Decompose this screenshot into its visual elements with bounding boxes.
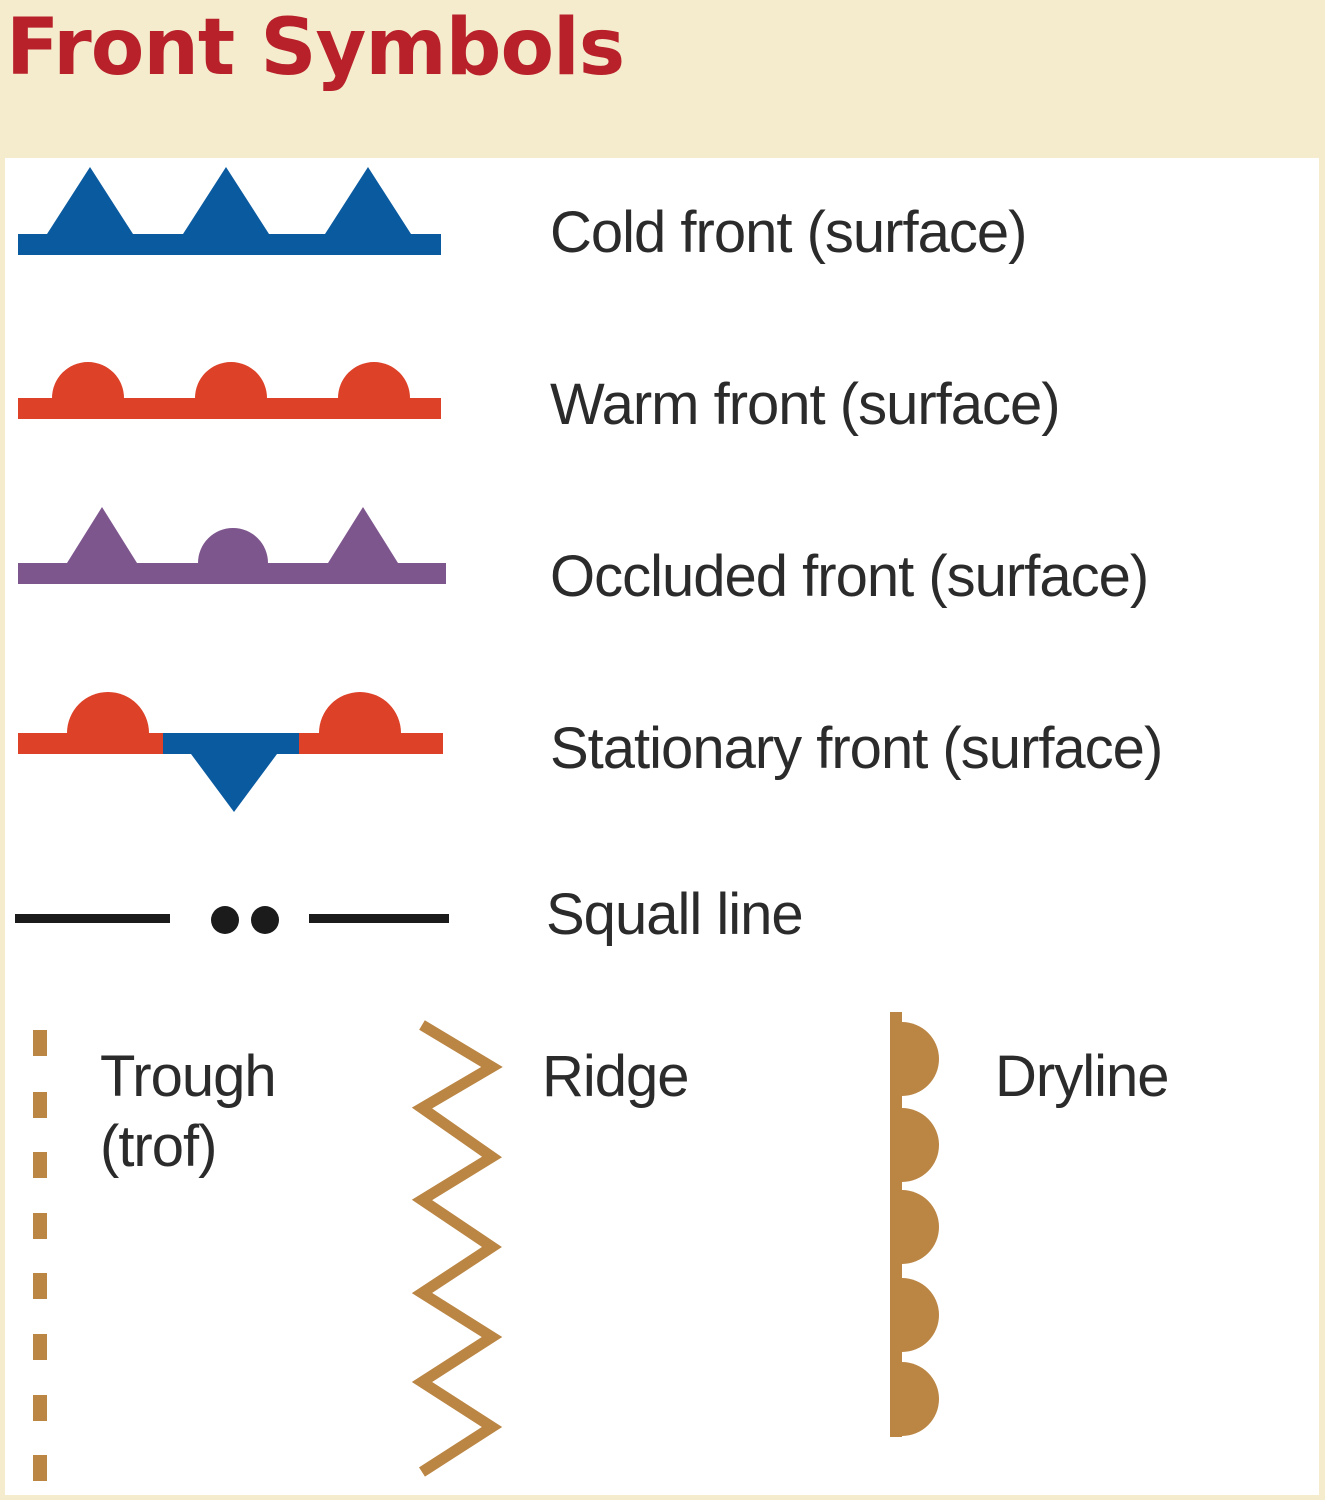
squall-line-dot [211, 906, 239, 934]
squall-line-dot [251, 906, 279, 934]
warm-front-label: Warm front (surface) [550, 372, 1061, 437]
trough-dash [33, 1273, 47, 1299]
stationary-front-semicircle [319, 692, 401, 733]
squall-line-dash [15, 914, 170, 923]
cold-front-triangle [183, 167, 269, 234]
warm-front-semicircle [338, 362, 410, 398]
dryline-semicircle [902, 1108, 939, 1182]
trough-dash [33, 1334, 47, 1360]
cold-front-symbol [18, 167, 441, 255]
page-title: Front Symbols [6, 3, 625, 93]
trough-label: Trough (trof) [100, 1042, 277, 1182]
header-band: Front Symbols [0, 0, 1325, 158]
dryline-symbol [890, 1012, 939, 1437]
trough-label-line2: (trof) [100, 1114, 217, 1179]
occluded-front-semicircle [198, 528, 268, 563]
ridge-label: Ridge [542, 1044, 690, 1109]
warm-front-semicircle [195, 362, 267, 398]
dryline-line [890, 1012, 902, 1437]
occluded-front-triangle [328, 507, 398, 563]
cold-front-label: Cold front (surface) [550, 200, 1027, 265]
dryline-semicircle [902, 1278, 939, 1352]
trough-label-line1: Trough [100, 1044, 277, 1109]
occluded-front-label: Occluded front (surface) [550, 544, 1149, 609]
trough-dash [33, 1213, 47, 1239]
warm-front-symbol [18, 362, 441, 419]
stationary-front-warm-segment [299, 733, 443, 754]
occluded-front-symbol [18, 507, 446, 584]
squall-line-label: Squall line [546, 882, 804, 947]
trough-dash [33, 1395, 47, 1421]
ridge-symbol [411, 1020, 503, 1477]
warm-front-semicircle [52, 362, 124, 398]
trough-dash [33, 1030, 47, 1056]
stationary-front-symbol [18, 692, 443, 812]
stationary-front-warm-segment [18, 733, 163, 754]
trough-symbol [33, 1030, 47, 1481]
warm-front-line [18, 398, 441, 419]
dryline-semicircle [902, 1362, 939, 1436]
trough-dash [33, 1455, 47, 1481]
cold-front-triangle [47, 167, 133, 234]
squall-line-symbol [15, 906, 449, 934]
dryline-label: Dryline [995, 1044, 1169, 1109]
stationary-front-cold-segment [163, 733, 299, 754]
occluded-front-line [18, 563, 446, 584]
trough-dash [33, 1152, 47, 1178]
cold-front-line [18, 234, 441, 255]
squall-line-dash [309, 914, 449, 923]
stationary-front-label: Stationary front (surface) [550, 716, 1163, 781]
dryline-semicircle [902, 1190, 939, 1264]
stationary-front-triangle [191, 754, 277, 812]
cold-front-triangle [325, 167, 411, 234]
stationary-front-semicircle [67, 692, 149, 733]
trough-dash [33, 1092, 47, 1118]
occluded-front-triangle [67, 507, 137, 563]
dryline-semicircle [902, 1022, 939, 1096]
